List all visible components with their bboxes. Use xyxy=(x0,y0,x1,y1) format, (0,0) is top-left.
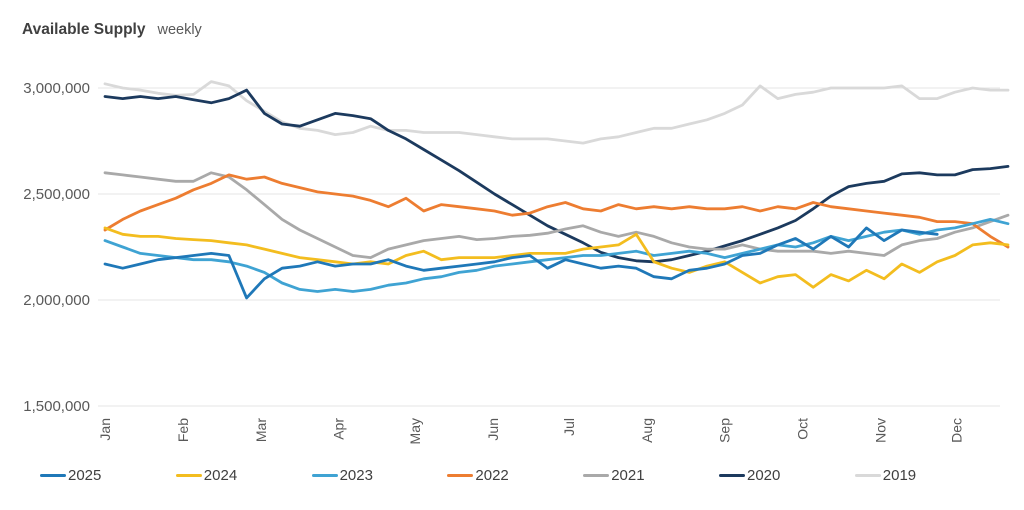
supply-chart: 3,000,000 2,500,000 2,000,000 1,500,000 Jan F… xyxy=(23,80,1010,444)
legend-label-2023: 2023 xyxy=(339,467,373,484)
legend-label-2022: 2022 xyxy=(475,467,509,484)
x-axis-tick-label: Aug xyxy=(639,418,655,443)
legend-item-2024[interactable]: 2024 xyxy=(175,467,312,484)
legend-label-2025: 2025 xyxy=(68,467,102,484)
legend-swatch-2019 xyxy=(854,473,881,478)
legend-swatch-2023 xyxy=(311,473,338,478)
chart-title-main: Available Supply xyxy=(22,21,146,38)
y-axis-tick-label: 2,000,000 xyxy=(23,292,90,309)
legend-item-2022[interactable]: 2022 xyxy=(447,468,583,483)
chart-title: Available Supply weekly xyxy=(22,21,202,39)
legend-swatch-2025 xyxy=(40,473,66,478)
x-axis-tick-label: Jan xyxy=(97,418,113,441)
x-axis-tick-label: Dec xyxy=(949,418,965,443)
series-line-2024 xyxy=(103,226,1010,289)
y-axis-tick-label: 3,000,000 xyxy=(23,80,90,97)
x-axis-tick-label: May xyxy=(407,418,423,444)
legend-label-2019: 2019 xyxy=(882,467,917,484)
legend-item-2021[interactable]: 2021 xyxy=(583,468,719,483)
x-axis-tick-label: Mar xyxy=(253,418,269,442)
x-axis-tick-label: Oct xyxy=(795,418,811,440)
legend-swatch-2020 xyxy=(718,473,745,478)
x-axis-tick-label: Nov xyxy=(873,418,889,443)
legend-label-2021: 2021 xyxy=(611,467,645,484)
legend-swatch-2024 xyxy=(175,473,202,478)
x-axis-tick-label: Jun xyxy=(485,418,501,441)
x-axis-tick-label: Sep xyxy=(717,418,733,443)
legend-item-2019[interactable]: 2019 xyxy=(854,467,991,484)
chart-title-subtitle: weekly xyxy=(157,22,202,38)
legend-swatch-2021 xyxy=(583,473,610,478)
legend-label-2020: 2020 xyxy=(746,467,781,484)
x-axis-tick-label: Feb xyxy=(175,418,191,442)
x-axis-tick-label: Jul xyxy=(561,418,577,436)
legend-item-2020[interactable]: 2020 xyxy=(718,467,855,484)
legend-item-2025[interactable]: 2025 xyxy=(40,468,176,483)
y-axis-tick-label: 2,500,000 xyxy=(23,186,90,203)
y-axis-tick-label: 1,500,000 xyxy=(23,398,90,415)
series-line-2025 xyxy=(103,226,939,300)
legend-item-2023[interactable]: 2023 xyxy=(311,467,448,484)
series-line-2021 xyxy=(103,171,1010,260)
series-line-2019 xyxy=(103,80,1010,145)
legend-swatch-2022 xyxy=(447,473,474,478)
series-line-2022 xyxy=(103,173,1010,249)
chart-legend: 2025 2024 2023 2022 2021 2020 2019 xyxy=(40,468,991,483)
x-axis-tick-label: Apr xyxy=(331,418,347,440)
legend-label-2024: 2024 xyxy=(203,467,238,484)
